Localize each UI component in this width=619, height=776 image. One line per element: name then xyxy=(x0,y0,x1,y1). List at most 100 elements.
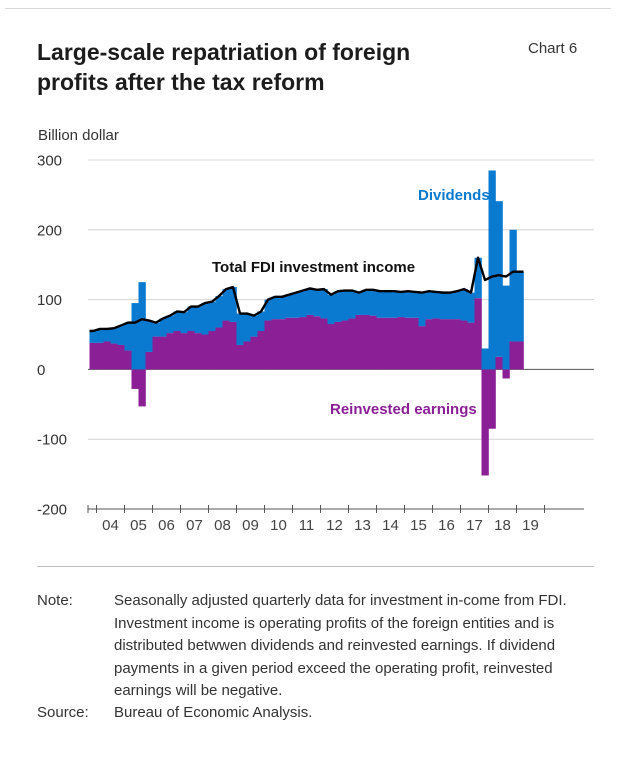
bar-reinvested-earnings xyxy=(181,333,188,369)
bar-dividends xyxy=(153,323,160,337)
bar-dividends xyxy=(104,329,111,342)
bar-reinvested-earnings xyxy=(132,369,139,389)
bar-reinvested-earnings xyxy=(321,318,328,369)
x-tick-label: 15 xyxy=(410,517,427,534)
bar-dividends xyxy=(356,293,363,315)
bar-dividends xyxy=(111,328,118,343)
bar-dividends xyxy=(174,311,181,331)
bar-dividends xyxy=(314,290,321,317)
bar-dividends xyxy=(279,297,286,319)
note-block: Note: Seasonally adjusted quarterly data… xyxy=(37,590,597,703)
bar-dividends xyxy=(377,291,384,318)
bar-reinvested-earnings xyxy=(279,319,286,369)
bar-reinvested-earnings xyxy=(377,318,384,370)
bar-dividends xyxy=(482,348,489,369)
bar-dividends xyxy=(202,303,209,334)
bar-reinvested-earnings xyxy=(237,345,244,369)
bar-dividends xyxy=(517,272,524,342)
x-tick-label: 09 xyxy=(242,517,259,534)
bar-reinvested-earnings xyxy=(510,341,517,369)
x-tick-label: 18 xyxy=(494,517,511,534)
bar-dividends xyxy=(468,293,475,323)
bar-reinvested-earnings xyxy=(468,323,475,370)
bar-dividends xyxy=(510,230,517,342)
bar-reinvested-earnings xyxy=(265,321,272,370)
bar-reinvested-earnings xyxy=(349,318,356,369)
bar-reinvested-earnings xyxy=(391,318,398,370)
source-label: Source: xyxy=(37,704,114,721)
bar-dividends xyxy=(167,316,174,333)
bar-dividends xyxy=(251,316,258,337)
bar-reinvested-earnings xyxy=(384,318,391,370)
bar-dividends xyxy=(391,291,398,318)
bar-dividends xyxy=(188,307,195,331)
bar-reinvested-earnings xyxy=(167,333,174,369)
x-tick-label: 17 xyxy=(466,517,483,534)
source-line: Source: Bureau of Economic Analysis. xyxy=(37,704,312,721)
bar-reinvested-earnings xyxy=(160,337,167,370)
bar-reinvested-earnings xyxy=(230,322,237,369)
x-tick-label: 14 xyxy=(382,517,399,534)
bar-reinvested-earnings xyxy=(489,369,496,428)
bar-reinvested-earnings xyxy=(223,321,230,370)
x-tick-label: 12 xyxy=(326,517,343,534)
bar-reinvested-earnings xyxy=(433,318,440,369)
bar-dividends xyxy=(286,295,293,318)
x-tick-label: 07 xyxy=(186,517,203,534)
bar-dividends xyxy=(503,286,510,370)
x-tick-label: 16 xyxy=(438,517,455,534)
y-tick-label: -100 xyxy=(37,432,67,449)
bar-reinvested-earnings xyxy=(517,341,524,369)
bar-reinvested-earnings xyxy=(314,316,321,369)
bar-reinvested-earnings xyxy=(258,331,265,369)
bar-reinvested-earnings xyxy=(370,316,377,370)
bar-dividends xyxy=(223,289,230,320)
bar-dividends xyxy=(433,292,440,319)
bar-reinvested-earnings xyxy=(195,333,202,369)
bar-reinvested-earnings xyxy=(174,331,181,369)
bar-reinvested-earnings xyxy=(447,319,454,369)
stacked-bar-chart: 3002001000-100-20004 05 06 07 08 09 10 11 12 13 14… xyxy=(0,0,619,560)
bar-dividends xyxy=(139,282,146,369)
bar-reinvested-earnings xyxy=(496,357,503,370)
bar-dividends xyxy=(195,307,202,334)
bar-reinvested-earnings xyxy=(426,319,433,369)
bar-dividends xyxy=(90,331,97,343)
bar-dividends xyxy=(412,292,419,318)
x-tick-label: 10 xyxy=(270,517,287,534)
x-tick-label: 19 xyxy=(522,517,539,534)
note-label: Note: xyxy=(37,590,114,703)
bar-dividends xyxy=(293,293,300,318)
bar-reinvested-earnings xyxy=(251,337,258,370)
y-tick-label: 300 xyxy=(37,153,62,170)
dividends-annotation: Dividends xyxy=(418,187,490,204)
bar-dividends xyxy=(146,321,153,352)
bar-dividends xyxy=(216,296,223,327)
bar-reinvested-earnings xyxy=(153,337,160,370)
bar-reinvested-earnings xyxy=(97,343,104,370)
bar-reinvested-earnings xyxy=(293,318,300,370)
reinvested-earnings-annotation: Reinvested earnings xyxy=(330,401,477,418)
source-text: Bureau of Economic Analysis. xyxy=(114,704,312,721)
bar-reinvested-earnings xyxy=(398,317,405,369)
bar-reinvested-earnings xyxy=(335,322,342,369)
bar-reinvested-earnings xyxy=(307,315,314,369)
bar-dividends xyxy=(419,293,426,327)
bar-dividends xyxy=(321,289,328,318)
bar-reinvested-earnings xyxy=(139,369,146,406)
bar-reinvested-earnings xyxy=(202,335,209,370)
bar-dividends xyxy=(370,290,377,316)
bar-dividends xyxy=(461,289,468,320)
bar-reinvested-earnings xyxy=(356,315,363,369)
bar-reinvested-earnings xyxy=(482,369,489,475)
bar-reinvested-earnings xyxy=(363,315,370,369)
x-tick-label: 11 xyxy=(299,517,315,534)
bar-dividends xyxy=(97,329,104,343)
y-tick-label: 0 xyxy=(37,362,45,379)
bar-reinvested-earnings xyxy=(461,321,468,370)
bar-dividends xyxy=(181,312,188,333)
bar-dividends xyxy=(209,302,216,331)
bar-dividends xyxy=(384,291,391,318)
bar-dividends xyxy=(244,314,251,342)
bar-reinvested-earnings xyxy=(454,319,461,369)
